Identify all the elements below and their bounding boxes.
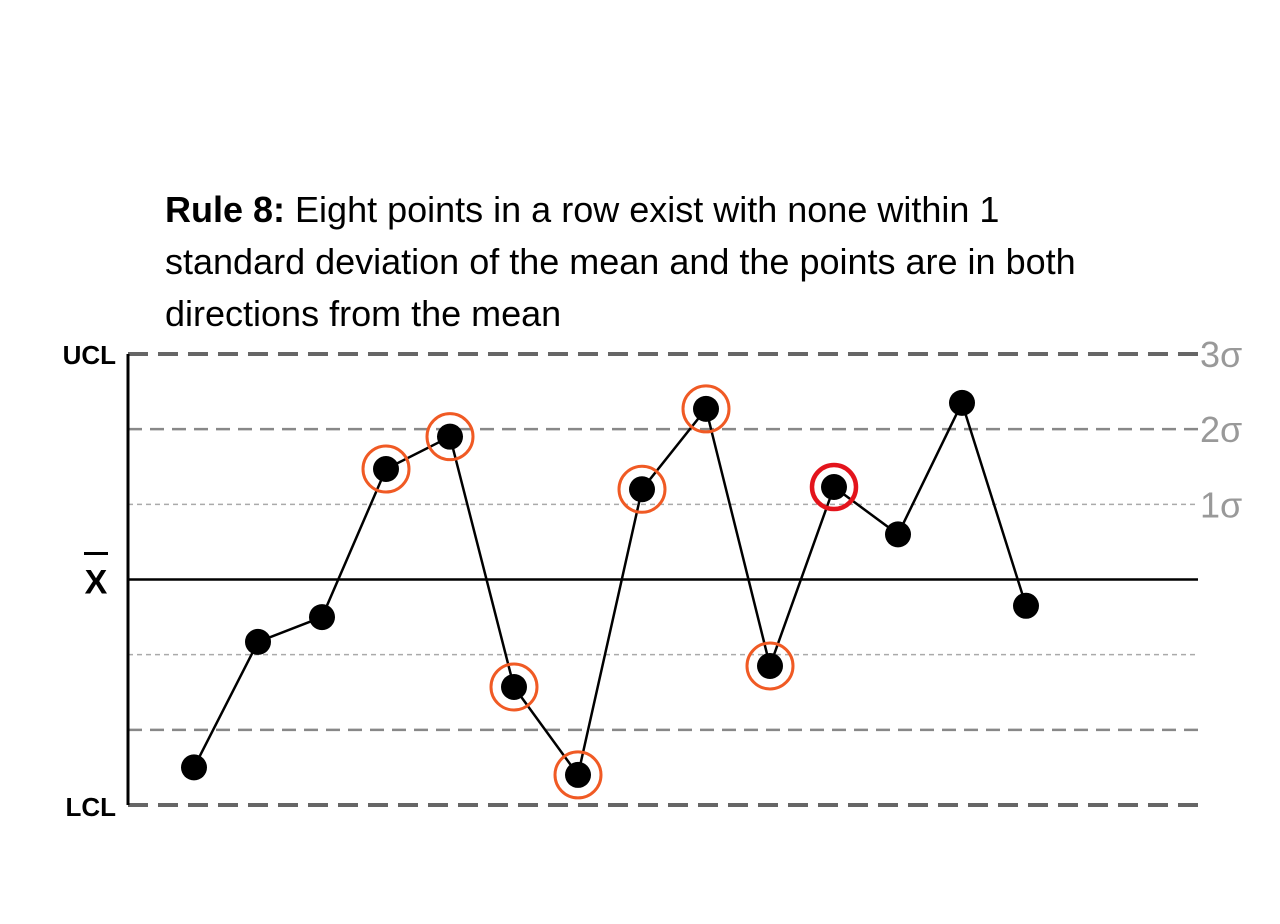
series-line xyxy=(192,401,1028,777)
flag-ring-6 xyxy=(553,750,603,800)
sigma-label-2: 2σ xyxy=(1200,409,1242,450)
axis-labels: UCL LCL X 1σ 2σ 3σ xyxy=(63,334,1243,822)
flag-ring-5 xyxy=(489,662,539,712)
flag-ring-4 xyxy=(425,412,475,462)
data-point-8 xyxy=(693,395,719,422)
mean-label: X xyxy=(85,564,108,602)
flag-ring-8 xyxy=(681,384,731,434)
trigger-ring xyxy=(809,462,859,512)
ucl-label: UCL xyxy=(63,340,117,370)
data-point-10 xyxy=(821,474,847,501)
data-point-4 xyxy=(437,423,463,450)
lcl-label: LCL xyxy=(65,792,116,822)
data-point-7 xyxy=(629,476,655,503)
data-point-9 xyxy=(757,652,783,679)
control-lines xyxy=(128,352,1198,807)
data-point-6 xyxy=(565,761,591,788)
data-point-12 xyxy=(949,389,975,416)
sigma-label-3: 3σ xyxy=(1200,334,1242,375)
sigma-label-1: 1σ xyxy=(1200,484,1242,525)
flag-ring-3 xyxy=(361,444,411,494)
data-series xyxy=(181,384,1039,800)
data-point-11 xyxy=(885,521,911,548)
data-point-1 xyxy=(245,628,271,655)
data-point-3 xyxy=(373,456,399,483)
data-point-13 xyxy=(1013,592,1039,619)
chart-title: Rule 8: Eight points in a row exist with… xyxy=(165,184,1085,340)
data-point-0 xyxy=(181,754,207,781)
chart-title-description: Eight points in a row exist with none wi… xyxy=(165,189,1076,334)
flag-ring-9 xyxy=(745,641,795,691)
flag-ring-7 xyxy=(617,464,667,514)
chart-title-rule: Rule 8: xyxy=(165,189,286,230)
data-point-2 xyxy=(309,604,335,631)
data-point-5 xyxy=(501,673,527,700)
